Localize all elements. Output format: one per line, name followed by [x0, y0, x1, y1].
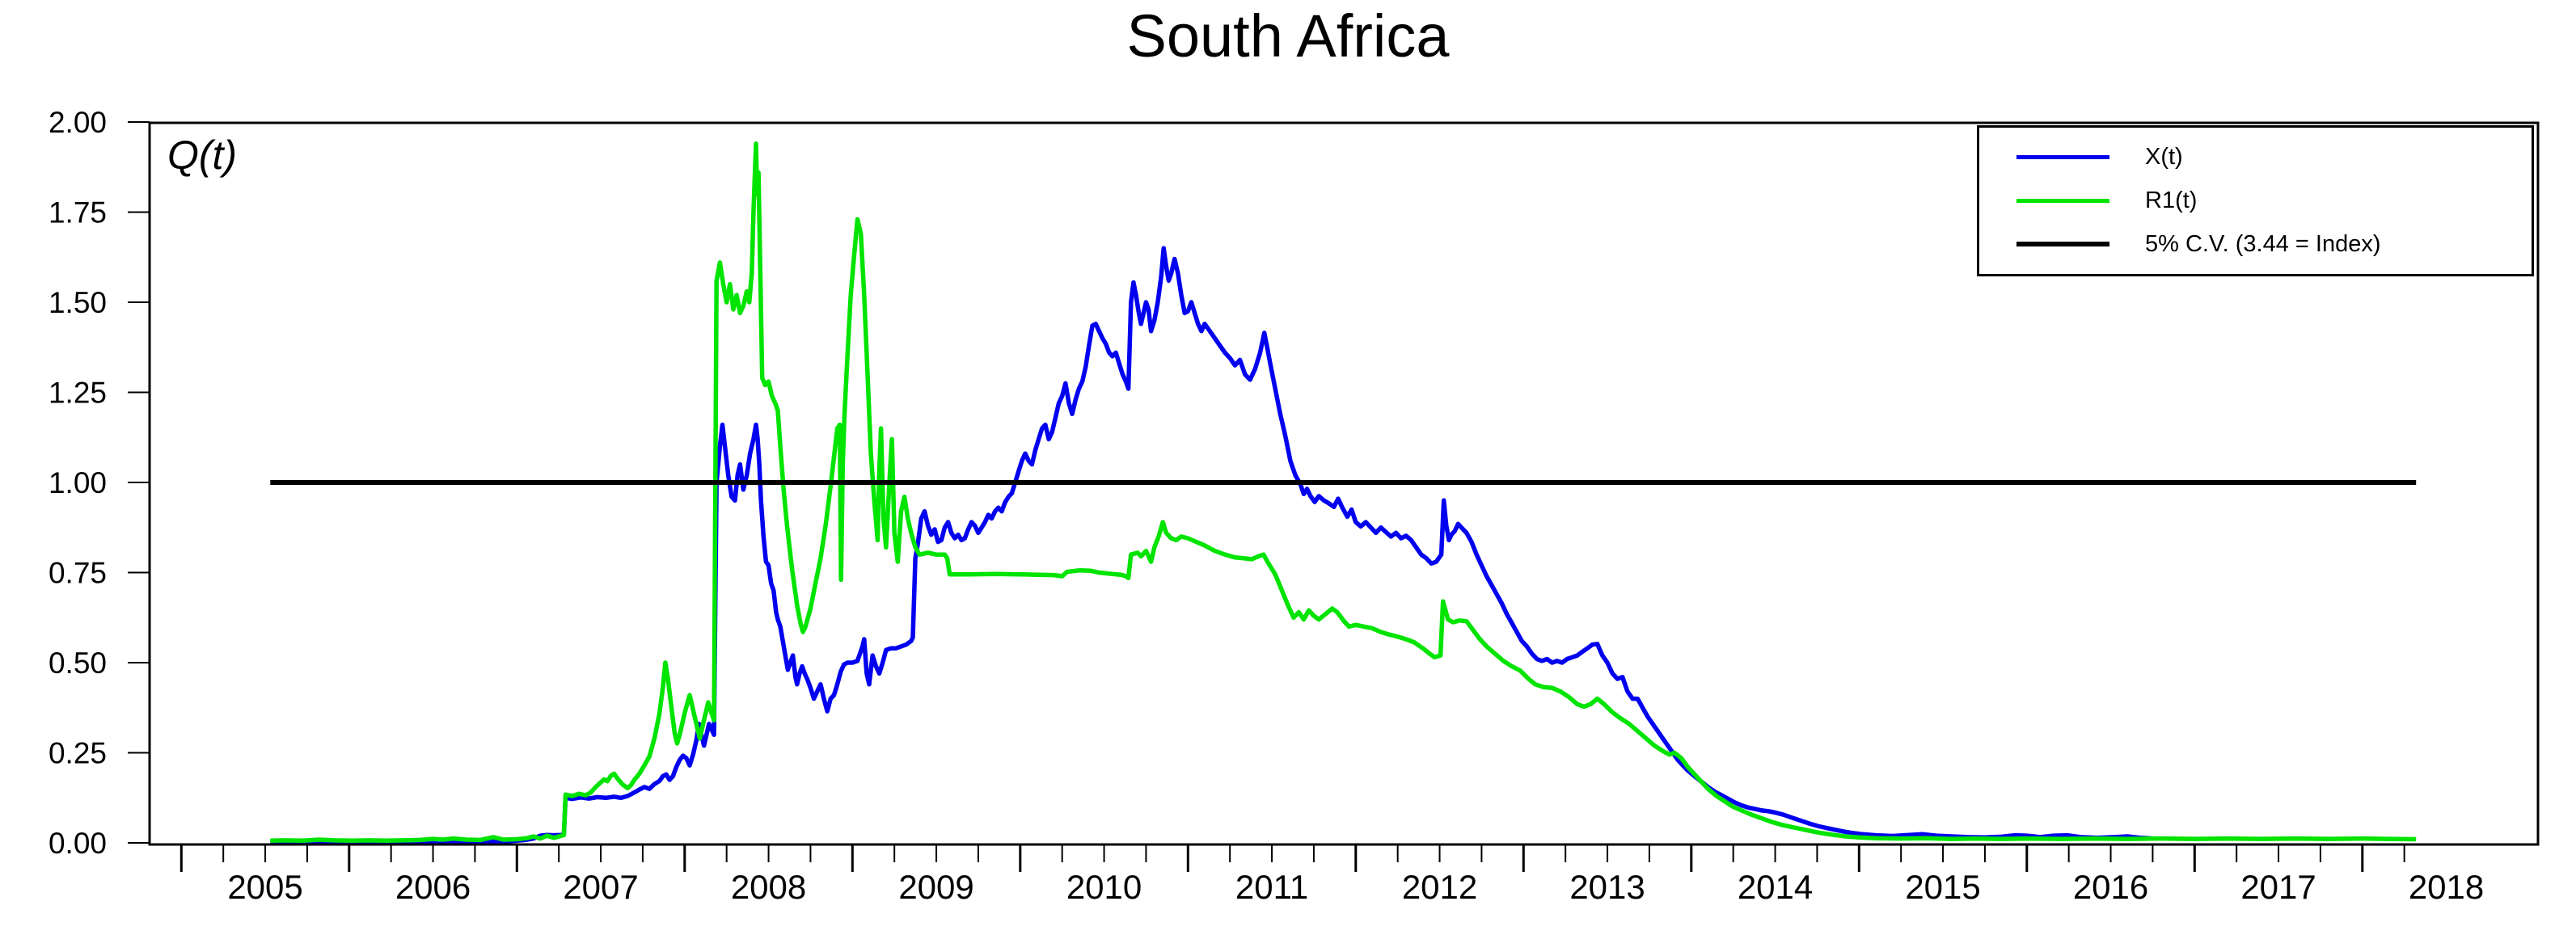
x-year-label: 2006	[395, 868, 471, 906]
y-tick-label: 2.00	[49, 106, 107, 139]
x-year-label: 2018	[2409, 868, 2484, 906]
y-tick-label: 0.75	[49, 557, 107, 590]
x-year-label: 2013	[1569, 868, 1645, 906]
x-year-label: 2011	[1235, 868, 1308, 906]
legend-line-sample-cv	[2016, 242, 2109, 247]
x-year-label: 2012	[1402, 868, 1477, 906]
legend-label-x: X(t)	[2145, 144, 2183, 171]
y-tick-label: 1.00	[49, 466, 107, 499]
x-year-label: 2015	[1905, 868, 1980, 906]
series-line-x	[270, 246, 2153, 845]
y-tick-label: 1.75	[49, 196, 107, 230]
y-tick-label: 1.50	[49, 286, 107, 319]
legend-line-sample-x	[2016, 155, 2109, 160]
legend-row-x: X(t)	[1979, 144, 2532, 171]
chart-title: South Africa	[1126, 2, 1450, 69]
y-tick-label: 0.00	[49, 827, 107, 860]
legend-line-sample-r1	[2016, 198, 2109, 203]
y-axis-label: Q(t)	[167, 133, 238, 178]
x-year-label: 2017	[2240, 868, 2316, 906]
x-year-label: 2008	[731, 868, 806, 906]
y-tick-label: 0.50	[49, 646, 107, 680]
series-line-r1	[270, 141, 2417, 844]
legend-row-r1: R1(t)	[1979, 187, 2532, 214]
plot-frame	[148, 121, 2540, 846]
legend-box: X(t) R1(t) 5% C.V. (3.44 = Index)	[1977, 125, 2534, 276]
x-year-label: 2010	[1066, 868, 1142, 906]
x-year-label: 2016	[2073, 868, 2148, 906]
x-year-label: 2007	[563, 868, 638, 906]
legend-label-r1: R1(t)	[2145, 187, 2198, 213]
y-tick-label: 1.25	[49, 377, 107, 410]
x-year-label: 2009	[898, 868, 973, 906]
x-year-label: 2014	[1738, 868, 1813, 906]
legend-label-cv: 5% C.V. (3.44 = Index)	[2145, 230, 2381, 257]
legend-row-cv: 5% C.V. (3.44 = Index)	[1979, 231, 2532, 258]
x-year-label: 2005	[227, 868, 302, 906]
y-tick-label: 0.25	[49, 737, 107, 770]
